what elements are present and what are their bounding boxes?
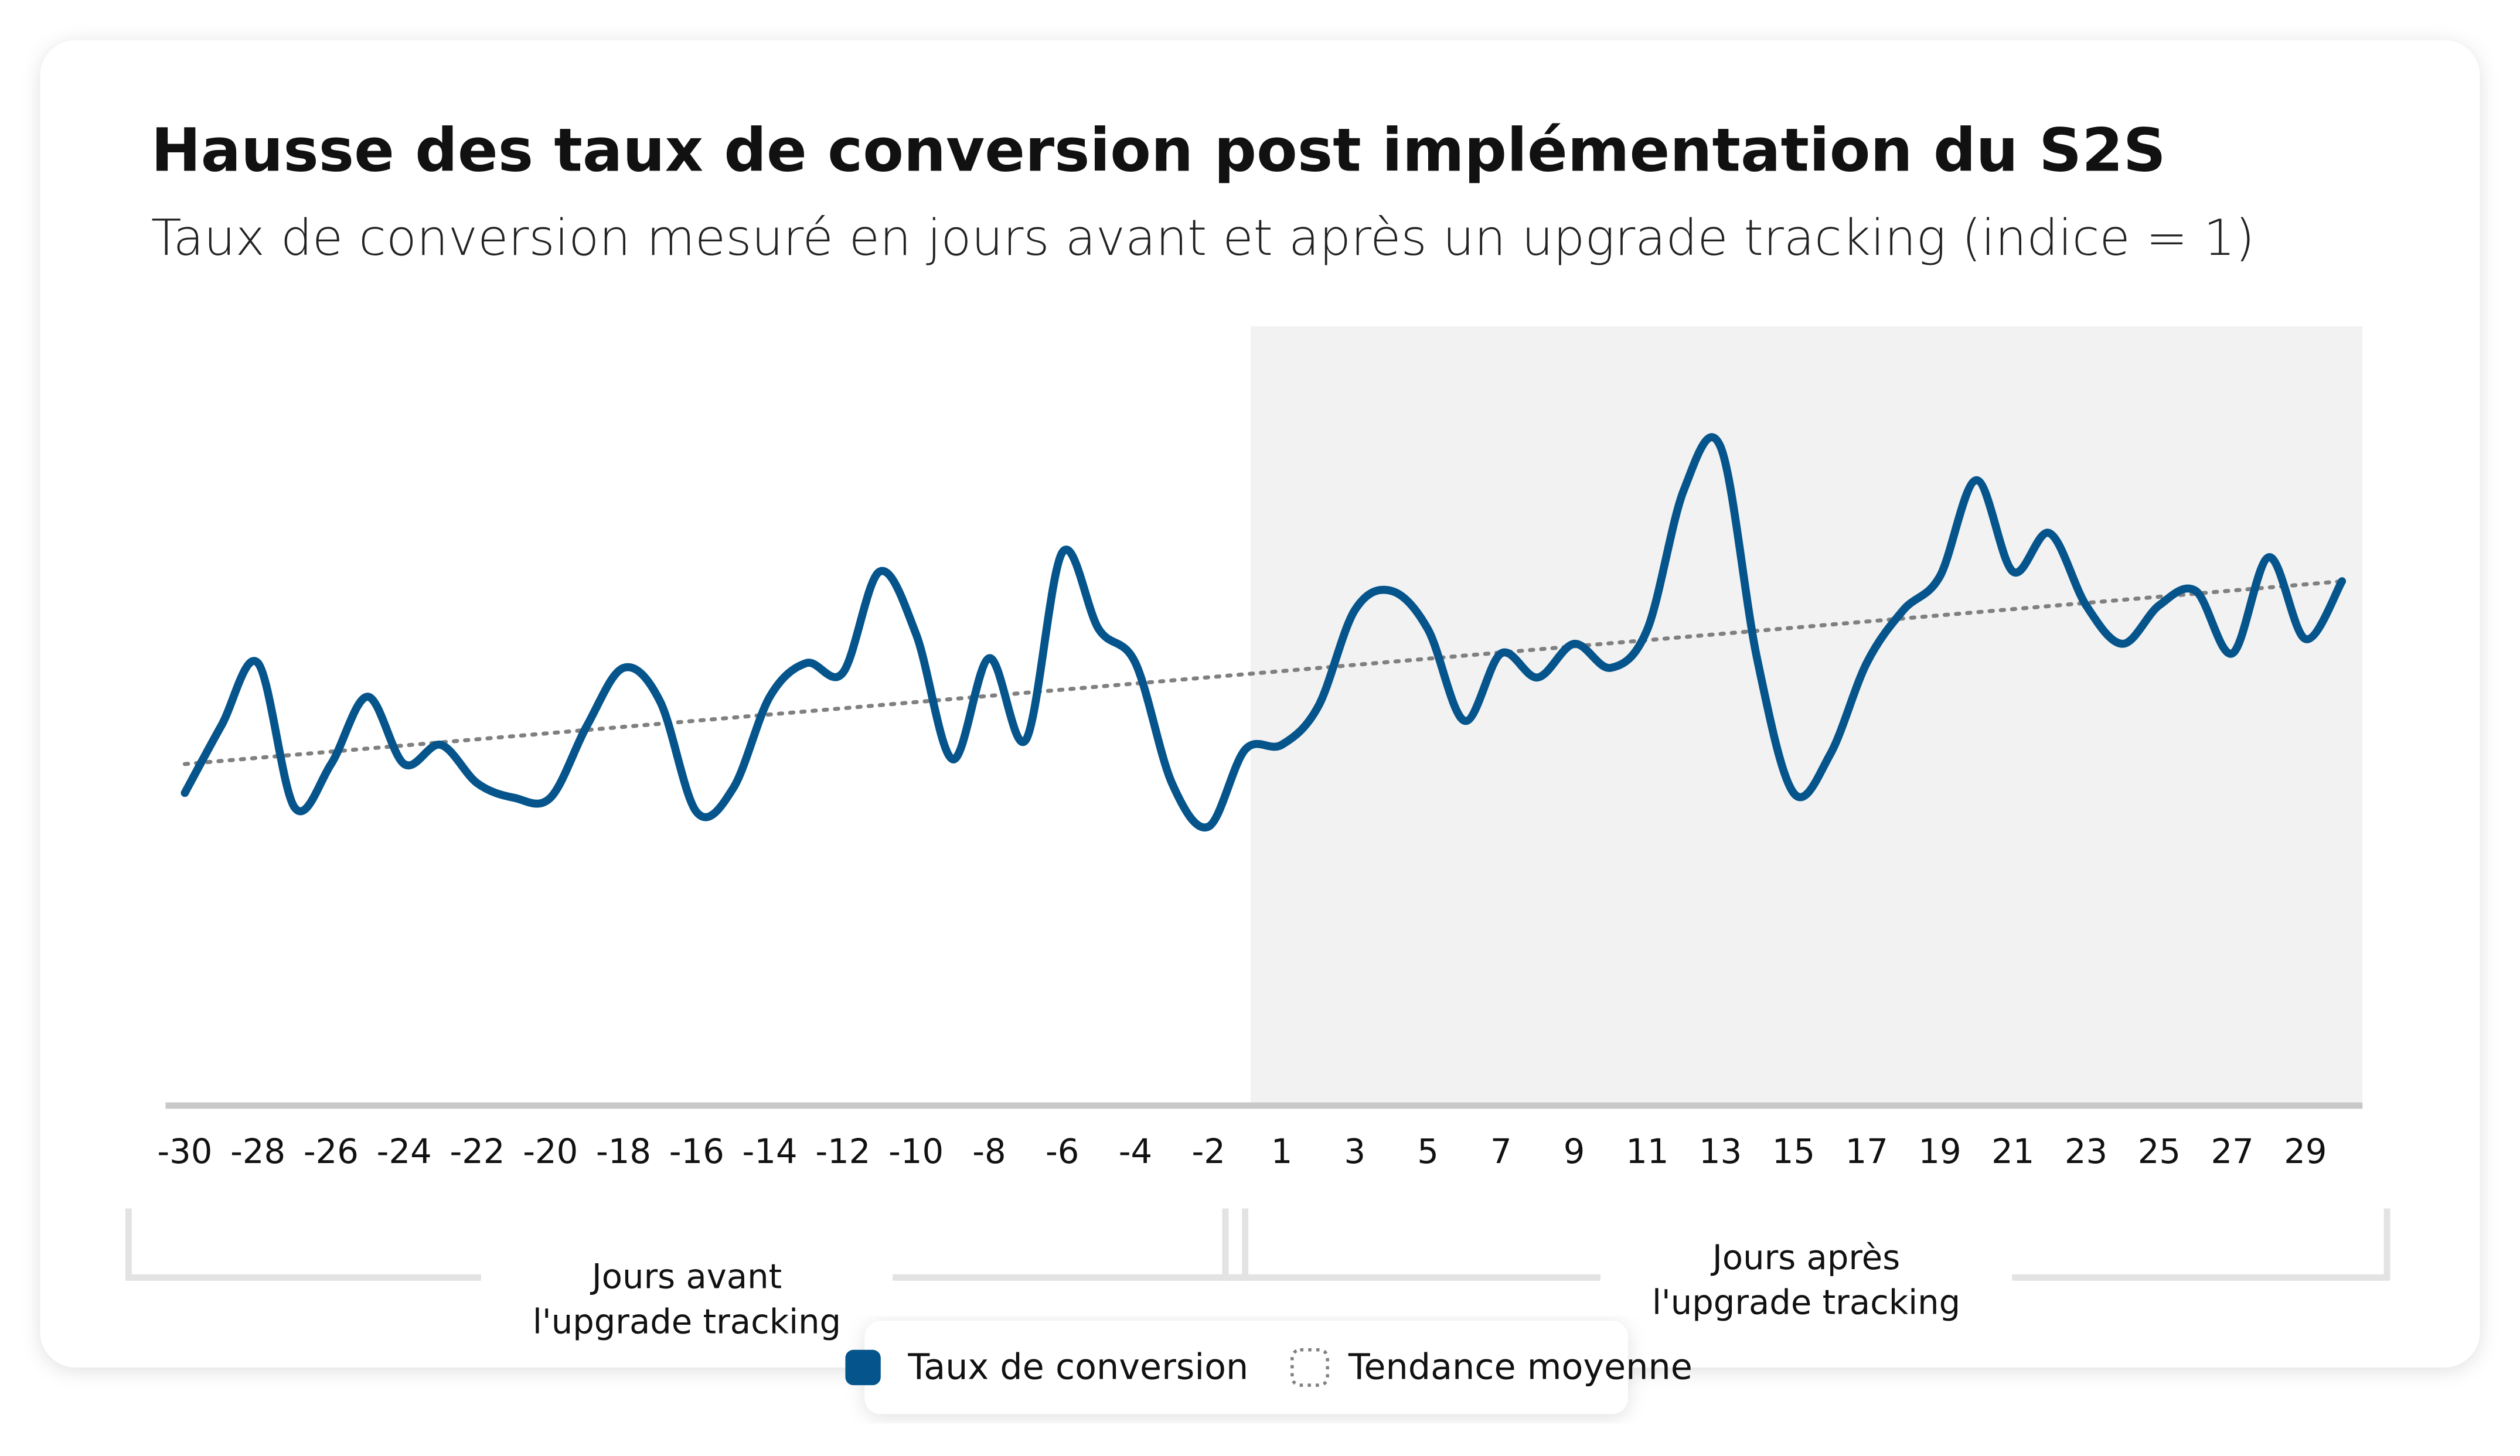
x-tick-label: -20	[523, 1132, 578, 1171]
shaded-region	[1250, 326, 2363, 1106]
x-tick-label: 1	[1271, 1132, 1293, 1171]
x-tick-label: -2	[1192, 1132, 1225, 1171]
x-tick-label: -24	[377, 1132, 432, 1171]
legend-label: Tendance moyenne	[1348, 1346, 1693, 1387]
x-tick-label: -18	[596, 1132, 651, 1171]
legend-swatch	[845, 1349, 881, 1386]
group-label: Jours après	[1711, 1238, 1900, 1277]
group-label: Jours avant	[590, 1257, 782, 1297]
x-tick-label: 13	[1699, 1132, 1742, 1171]
x-tick-label: 17	[1845, 1132, 1888, 1171]
x-tick-label: -10	[888, 1132, 944, 1171]
x-tick-label: 19	[1918, 1132, 1961, 1171]
series-line	[181, 433, 2347, 832]
chart-subtitle: Taux de conversion mesuré en jours avant…	[151, 209, 2255, 267]
x-tick-label: 3	[1344, 1132, 1365, 1171]
plot: -30 -28 -26 -24 -22 -20 -18 -16 -14 -12 -10 -8 -6 -4 -…	[125, 326, 2390, 1387]
x-tick-label: 11	[1626, 1132, 1668, 1171]
chart-title: Hausse des taux de conversion post implé…	[151, 115, 2166, 185]
x-tick-label: -26	[304, 1132, 359, 1171]
x-tick-label: 21	[1991, 1132, 2034, 1171]
x-tick-label: -22	[449, 1132, 505, 1171]
x-tick-label: 7	[1490, 1132, 1512, 1171]
x-tick-label: 27	[2211, 1132, 2253, 1171]
x-tick-label: -28	[230, 1132, 285, 1171]
trend-line	[182, 579, 2344, 766]
x-tick-label: -6	[1046, 1132, 1079, 1171]
group-bracket	[125, 1208, 481, 1281]
x-tick-label: 9	[1564, 1132, 1585, 1171]
x-tick-label: -16	[669, 1132, 724, 1171]
legend-box	[864, 1321, 1628, 1414]
group-label: l'upgrade tracking	[533, 1302, 841, 1342]
x-tick-label: -30	[157, 1132, 212, 1171]
x-tick-label: -12	[815, 1132, 870, 1171]
x-tick-label: 29	[2284, 1132, 2327, 1171]
group-bracket	[1222, 1208, 1601, 1281]
x-tick-label: -4	[1119, 1132, 1152, 1171]
x-tick-label: 23	[2065, 1132, 2107, 1171]
x-tick-label: 15	[1772, 1132, 1815, 1171]
legend-swatch	[1290, 1348, 1329, 1387]
group-label: l'upgrade tracking	[1652, 1283, 1960, 1322]
group-bracket	[2012, 1208, 2390, 1281]
x-tick-label: 25	[2138, 1132, 2181, 1171]
legend-label: Taux de conversion	[907, 1346, 1248, 1387]
x-tick-label: -14	[743, 1132, 798, 1171]
x-tick-label: 5	[1417, 1132, 1439, 1171]
x-tick-label: -8	[972, 1132, 1006, 1171]
